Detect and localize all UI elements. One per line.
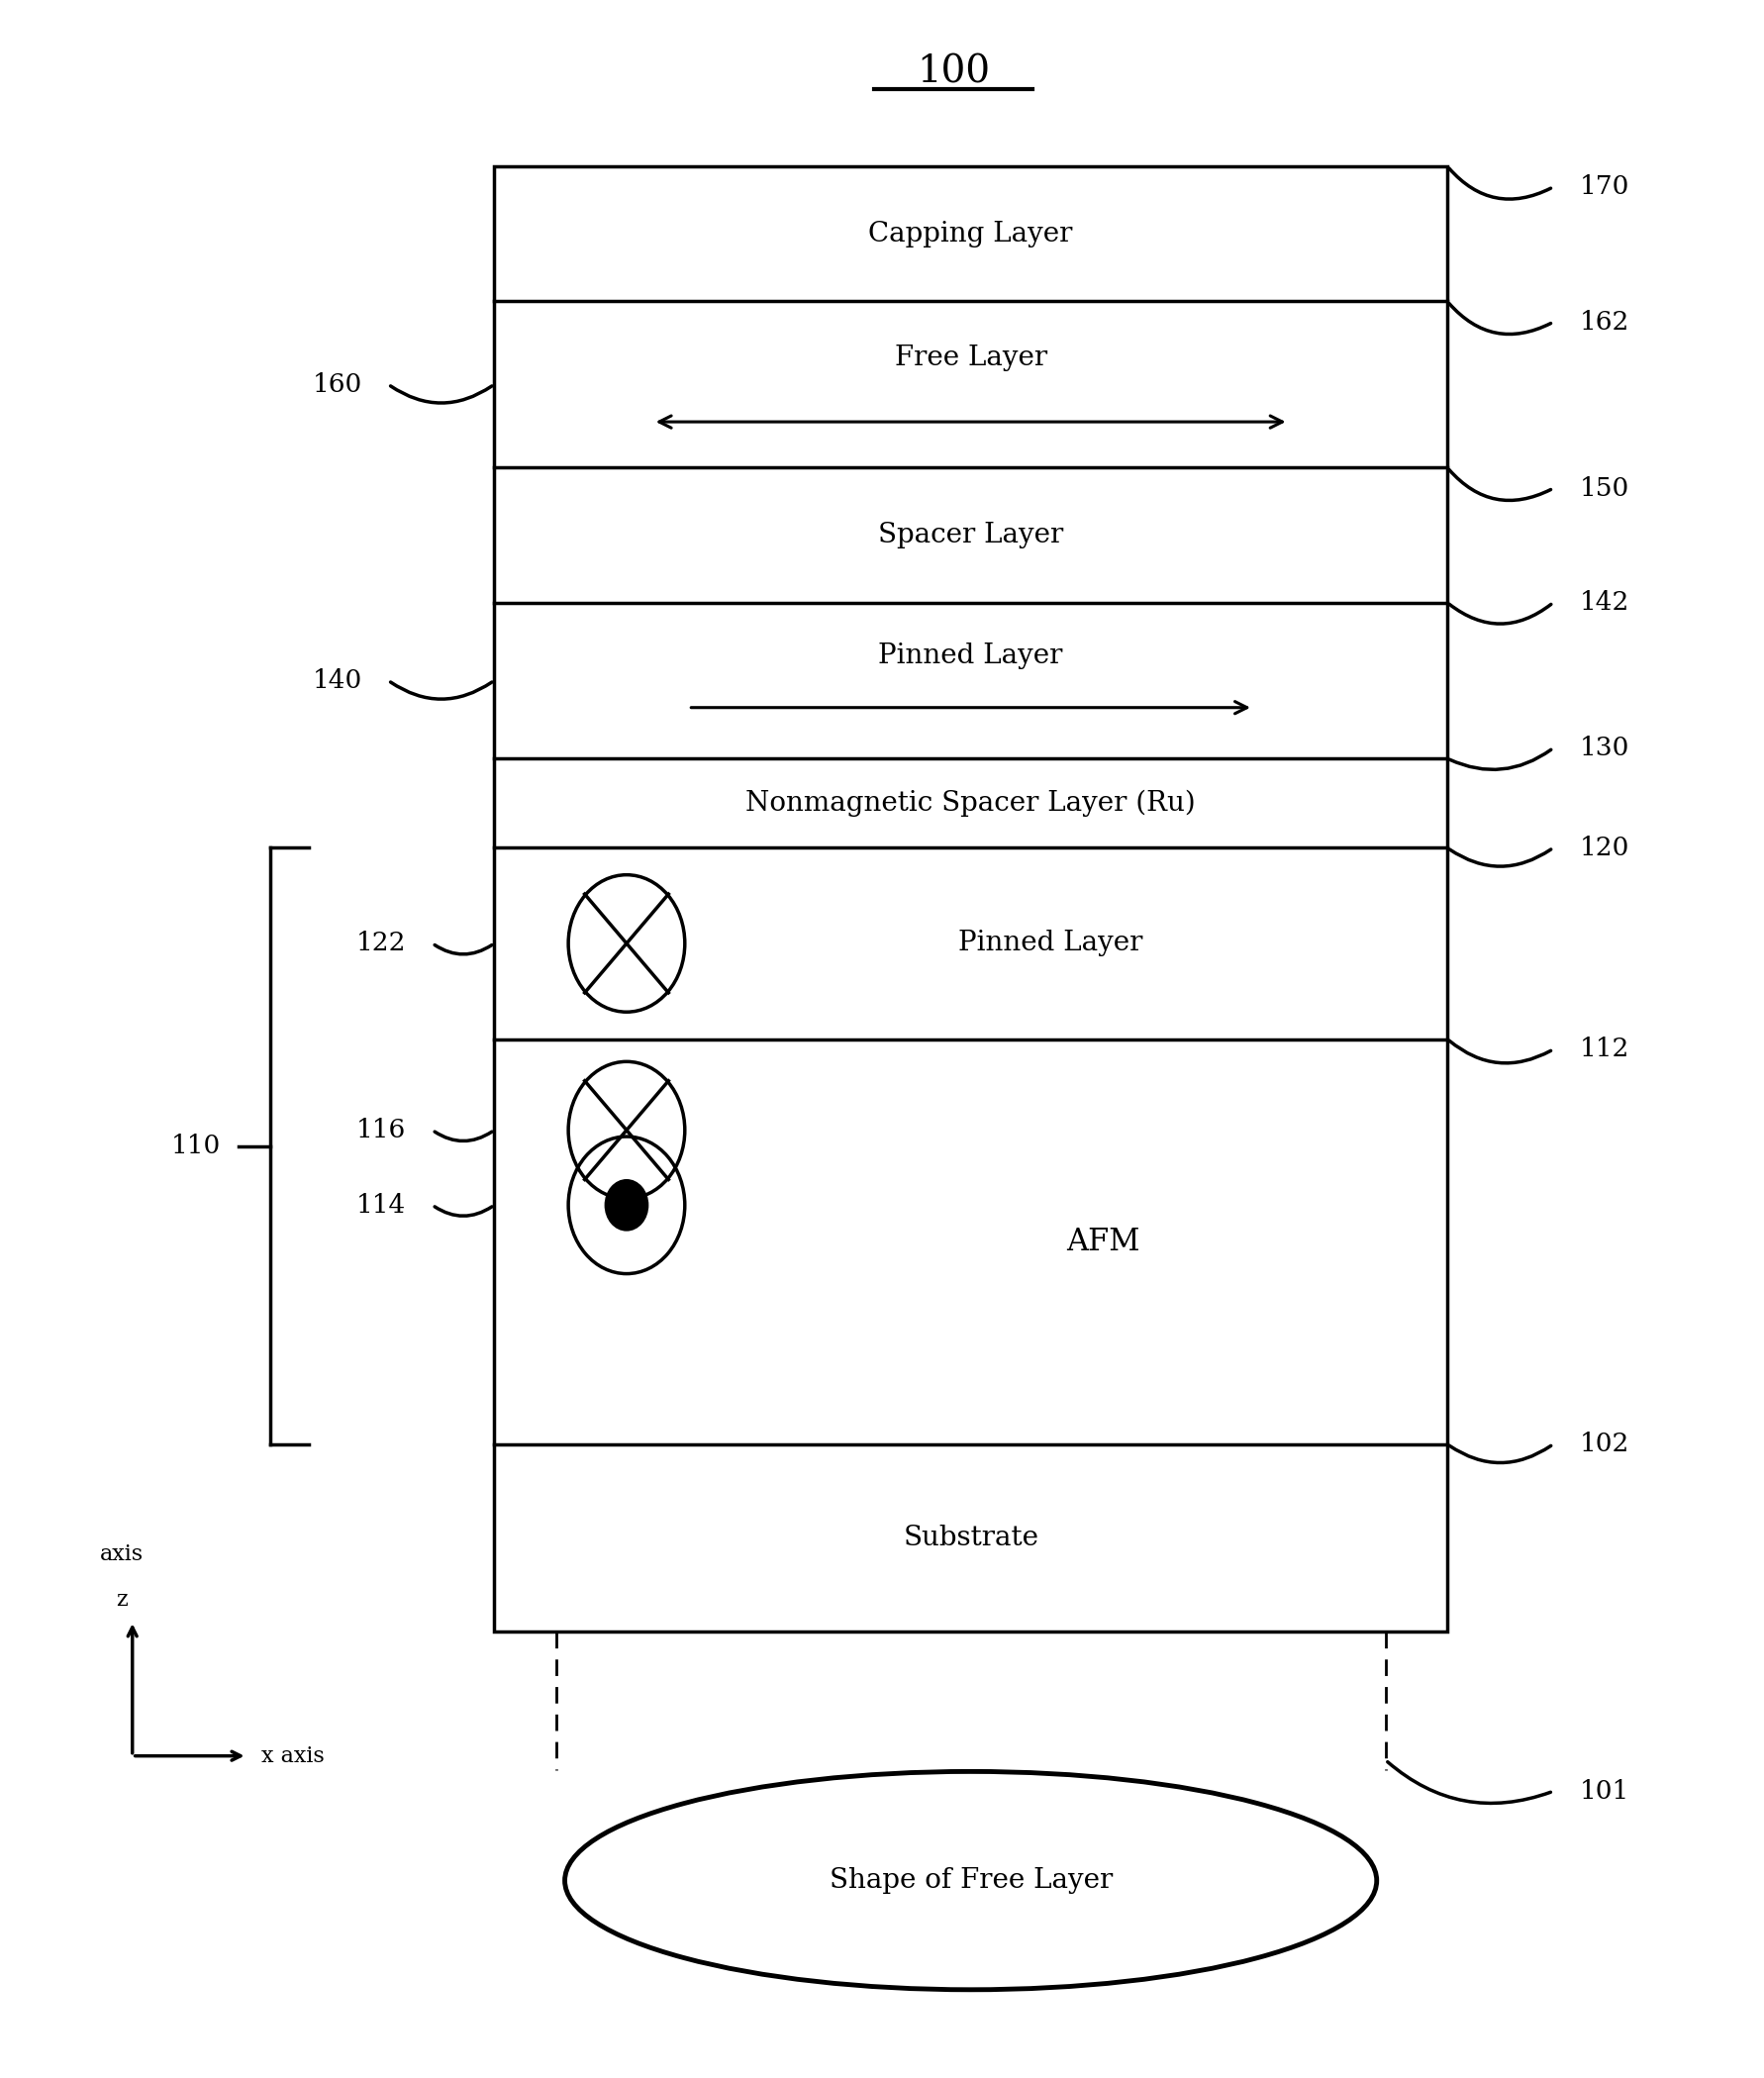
Text: axis: axis <box>101 1544 143 1565</box>
Text: 112: 112 <box>1579 1037 1628 1062</box>
Text: 142: 142 <box>1579 590 1628 615</box>
Text: 140: 140 <box>312 669 362 692</box>
Text: Capping Layer: Capping Layer <box>868 220 1073 247</box>
Text: 150: 150 <box>1579 476 1628 501</box>
Text: 120: 120 <box>1579 835 1628 860</box>
Text: 170: 170 <box>1579 175 1628 199</box>
Text: Nonmagnetic Spacer Layer (Ru): Nonmagnetic Spacer Layer (Ru) <box>744 790 1196 817</box>
Text: 101: 101 <box>1579 1779 1628 1804</box>
Text: AFM: AFM <box>1065 1226 1140 1257</box>
Text: Pinned Layer: Pinned Layer <box>958 931 1141 956</box>
Text: 160: 160 <box>312 372 362 397</box>
Text: 116: 116 <box>356 1118 406 1143</box>
Text: 130: 130 <box>1579 736 1628 761</box>
Text: 162: 162 <box>1579 310 1628 335</box>
Circle shape <box>603 1178 649 1230</box>
Text: 122: 122 <box>356 931 406 956</box>
Text: Spacer Layer: Spacer Layer <box>877 522 1064 549</box>
Text: Pinned Layer: Pinned Layer <box>878 642 1062 669</box>
Text: z: z <box>116 1590 127 1610</box>
Text: 100: 100 <box>916 54 990 91</box>
Text: 110: 110 <box>171 1135 220 1157</box>
Text: x axis: x axis <box>261 1746 325 1766</box>
Text: 114: 114 <box>356 1193 406 1218</box>
Text: Shape of Free Layer: Shape of Free Layer <box>829 1868 1111 1893</box>
Bar <box>494 166 1446 1631</box>
Text: Free Layer: Free Layer <box>894 345 1046 370</box>
Text: 102: 102 <box>1579 1432 1628 1457</box>
Text: Substrate: Substrate <box>903 1525 1037 1550</box>
